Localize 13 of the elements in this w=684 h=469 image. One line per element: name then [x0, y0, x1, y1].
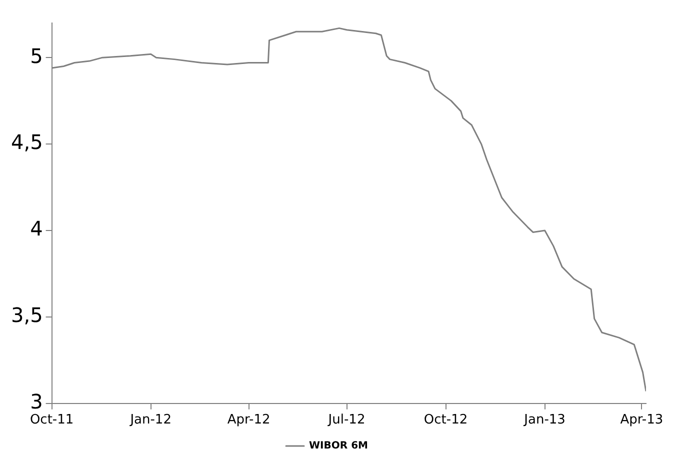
- x-tick-label: Jan-12: [129, 412, 172, 428]
- y-tick-label: 5: [30, 44, 43, 68]
- x-tick-label: Apr-12: [227, 412, 270, 428]
- x-tick-label: Oct-12: [424, 412, 468, 428]
- x-tick-label: Jan-13: [523, 412, 566, 428]
- y-tick-label: 4,5: [10, 130, 43, 154]
- y-tick-label: 4: [30, 216, 43, 241]
- x-tick-label: Oct-11: [30, 412, 74, 428]
- x-tick-label: Jul-12: [327, 412, 366, 428]
- x-tick-label: Apr-13: [620, 412, 664, 428]
- y-tick-label: 3,5: [10, 303, 43, 328]
- y-tick-label: 3: [30, 390, 43, 414]
- legend-label: WIBOR 6M: [309, 440, 368, 452]
